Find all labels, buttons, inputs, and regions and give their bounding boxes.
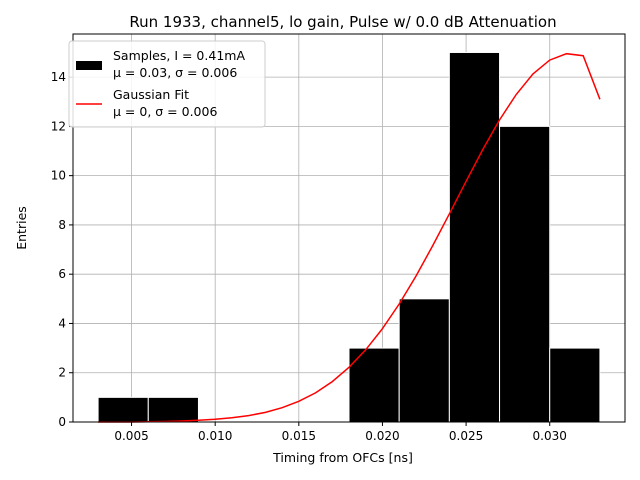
x-tick-label: 0.005 [114,429,148,443]
x-tick-label: 0.015 [282,429,316,443]
legend: Samples, I = 0.41mA μ = 0.03, σ = 0.006 … [68,40,266,128]
x-tick-label: 0.025 [449,429,483,443]
y-tick-label: 6 [58,267,66,281]
y-tick-label: 14 [51,70,66,84]
x-axis-label: Timing from OFCs [ns] [272,450,413,465]
histogram-bar [549,347,601,423]
gaussian-fit-line [98,52,601,423]
x-axis-ticks: 0.005 0.010 0.015 0.020 0.025 0.030 [114,422,567,443]
chart-title: Run 1933, channel5, lo gain, Pulse w/ 0.… [129,13,556,31]
histogram-bar [147,396,199,423]
y-tick-label: 4 [58,316,66,330]
y-tick-label: 0 [58,415,66,429]
histogram-bar [348,347,400,423]
x-tick-label: 0.030 [533,429,567,443]
y-axis-ticks: 0 2 4 6 8 10 12 14 [51,70,73,429]
y-tick-label: 8 [58,218,66,232]
legend-fit-label: Gaussian Fit [113,87,189,102]
x-tick-label: 0.020 [365,429,399,443]
y-tick-label: 2 [58,366,66,380]
plot-frame [72,33,626,423]
fit-curve-group [98,52,601,423]
histogram-bar [499,125,551,423]
legend-samples-label: Samples, I = 0.41mA [113,48,245,63]
y-axis-label: Entries [14,206,29,250]
histogram-bar [398,298,450,423]
legend-box [68,40,266,128]
histogram-bar [97,396,149,423]
legend-samples-swatch [76,61,102,70]
legend-samples-stats: μ = 0.03, σ = 0.006 [113,65,237,80]
y-tick-label: 12 [51,119,66,133]
histogram-bars [97,51,601,423]
x-tick-label: 0.010 [198,429,232,443]
histogram-bar [448,51,501,423]
y-tick-label: 10 [51,169,66,183]
legend-fit-stats: μ = 0, σ = 0.006 [113,104,217,119]
